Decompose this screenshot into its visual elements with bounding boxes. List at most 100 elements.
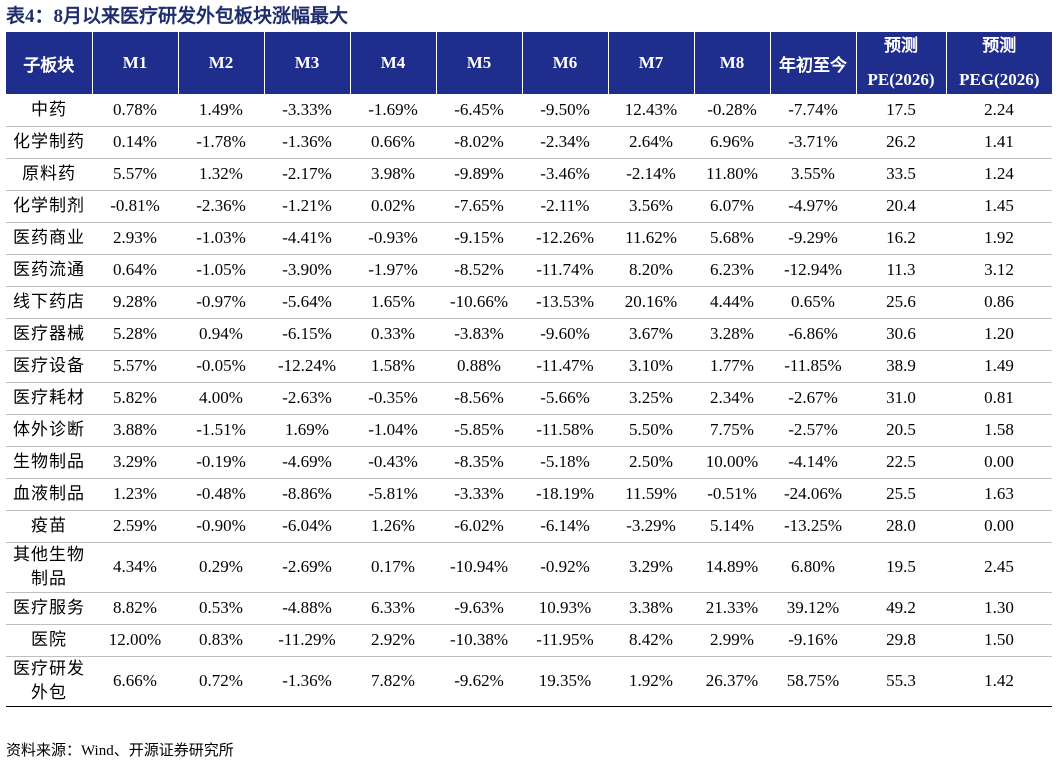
value-cell: -2.11% <box>522 190 608 223</box>
value-cell: 0.00 <box>946 446 1052 479</box>
value-cell: 20.5 <box>856 414 946 447</box>
sector-name-cell: 医疗器械 <box>6 318 92 351</box>
value-cell: 14.89% <box>694 542 770 593</box>
value-cell: 3.88% <box>92 414 178 447</box>
value-cell: 0.14% <box>92 126 178 159</box>
value-cell: 1.45 <box>946 190 1052 223</box>
value-cell: 8.42% <box>608 624 694 657</box>
value-cell: 3.29% <box>92 446 178 479</box>
value-cell: -6.15% <box>264 318 350 351</box>
value-cell: -0.97% <box>178 286 264 319</box>
value-cell: -11.95% <box>522 624 608 657</box>
table-row: 医疗设备 5.57% -0.05% -12.24% 1.58% 0.88% -11.47% 3… <box>6 350 1052 383</box>
value-cell: 1.92% <box>608 656 694 707</box>
value-cell: -12.94% <box>770 254 856 287</box>
value-cell: -8.86% <box>264 478 350 511</box>
value-cell: -2.36% <box>178 190 264 223</box>
value-cell: -11.29% <box>264 624 350 657</box>
table-row: 化学制剂 -0.81% -2.36% -1.21% 0.02% -7.65% -2.11% 3… <box>6 190 1052 223</box>
value-cell: 3.25% <box>608 382 694 415</box>
header-cell: M8 <box>693 32 771 94</box>
header-cell: 子板块 <box>6 32 93 94</box>
value-cell: 5.28% <box>92 318 178 351</box>
value-cell: 4.34% <box>92 542 178 593</box>
value-cell: 0.83% <box>178 624 264 657</box>
value-cell: -2.69% <box>264 542 350 593</box>
value-cell: 5.68% <box>694 222 770 255</box>
value-cell: 3.38% <box>608 592 694 625</box>
value-cell: 26.2 <box>856 126 946 159</box>
sector-name-cell: 体外诊断 <box>6 414 92 447</box>
value-cell: -3.46% <box>522 158 608 191</box>
value-cell: 0.88% <box>436 350 522 383</box>
value-cell: -3.90% <box>264 254 350 287</box>
value-cell: -7.65% <box>436 190 522 223</box>
value-cell: -0.81% <box>92 190 178 223</box>
value-cell: 3.12 <box>946 254 1052 287</box>
table-row: 生物制品 3.29% -0.19% -4.69% -0.43% -8.35% -5.18% 2… <box>6 446 1052 479</box>
value-cell: 0.64% <box>92 254 178 287</box>
value-cell: -1.36% <box>264 126 350 159</box>
value-cell: 11.3 <box>856 254 946 287</box>
peg-header-line1: 预测 <box>982 36 1017 55</box>
value-cell: 7.82% <box>350 656 436 707</box>
value-cell: -9.89% <box>436 158 522 191</box>
value-cell: -2.17% <box>264 158 350 191</box>
value-cell: 11.62% <box>608 222 694 255</box>
value-cell: -11.58% <box>522 414 608 447</box>
value-cell: 12.00% <box>92 624 178 657</box>
sector-name-cell: 生物制品 <box>6 446 92 479</box>
value-cell: -0.19% <box>178 446 264 479</box>
value-cell: -3.29% <box>608 510 694 543</box>
value-cell: 11.80% <box>694 158 770 191</box>
value-cell: -9.29% <box>770 222 856 255</box>
value-cell: 1.50 <box>946 624 1052 657</box>
value-cell: 10.93% <box>522 592 608 625</box>
value-cell: -9.62% <box>436 656 522 707</box>
table-row: 其他生物 制品 4.34% 0.29% -2.69% 0.17% -10.94% -0.92%… <box>6 542 1052 593</box>
value-cell: -11.74% <box>522 254 608 287</box>
table-row: 医药商业 2.93% -1.03% -4.41% -0.93% -9.15% -12.26%… <box>6 222 1052 255</box>
sector-name-cell: 医疗研发 外包 <box>6 656 92 707</box>
value-cell: -12.26% <box>522 222 608 255</box>
value-cell: -8.02% <box>436 126 522 159</box>
header-cell: M2 <box>177 32 265 94</box>
value-cell: 2.45 <box>946 542 1052 593</box>
value-cell: 39.12% <box>770 592 856 625</box>
value-cell: 31.0 <box>856 382 946 415</box>
value-cell: -2.57% <box>770 414 856 447</box>
value-cell: -0.92% <box>522 542 608 593</box>
value-cell: 0.33% <box>350 318 436 351</box>
sector-name-cell: 线下药店 <box>6 286 92 319</box>
value-cell: 2.64% <box>608 126 694 159</box>
sector-name-line2: 外包 <box>31 683 67 702</box>
value-cell: 16.2 <box>856 222 946 255</box>
value-cell: 5.57% <box>92 158 178 191</box>
value-cell: 20.4 <box>856 190 946 223</box>
value-cell: -9.15% <box>436 222 522 255</box>
value-cell: 1.92 <box>946 222 1052 255</box>
value-cell: 10.00% <box>694 446 770 479</box>
value-cell: 5.82% <box>92 382 178 415</box>
value-cell: 0.02% <box>350 190 436 223</box>
peg-header-line2: PEG(2026) <box>959 70 1040 89</box>
value-cell: 1.26% <box>350 510 436 543</box>
value-cell: 2.34% <box>694 382 770 415</box>
value-cell: 1.41 <box>946 126 1052 159</box>
value-cell: -2.34% <box>522 126 608 159</box>
value-cell: -3.71% <box>770 126 856 159</box>
value-cell: 58.75% <box>770 656 856 707</box>
value-cell: 3.55% <box>770 158 856 191</box>
header-cell: M7 <box>607 32 695 94</box>
table-title: 表4：8月以来医疗研发外包板块涨幅最大 <box>6 6 349 27</box>
sector-name-cell: 原料药 <box>6 158 92 191</box>
value-cell: -7.74% <box>770 94 856 127</box>
value-cell: -0.90% <box>178 510 264 543</box>
value-cell: -2.63% <box>264 382 350 415</box>
header-cell-pe: 预测 PE(2026) <box>855 32 947 94</box>
value-cell: -8.35% <box>436 446 522 479</box>
value-cell: 3.29% <box>608 542 694 593</box>
sector-performance-table: 子板块 M1 M2 M3 M4 M5 M6 M7 M8 年初至今 预测 PE(2… <box>6 32 1052 707</box>
value-cell: 11.59% <box>608 478 694 511</box>
value-cell: 1.20 <box>946 318 1052 351</box>
